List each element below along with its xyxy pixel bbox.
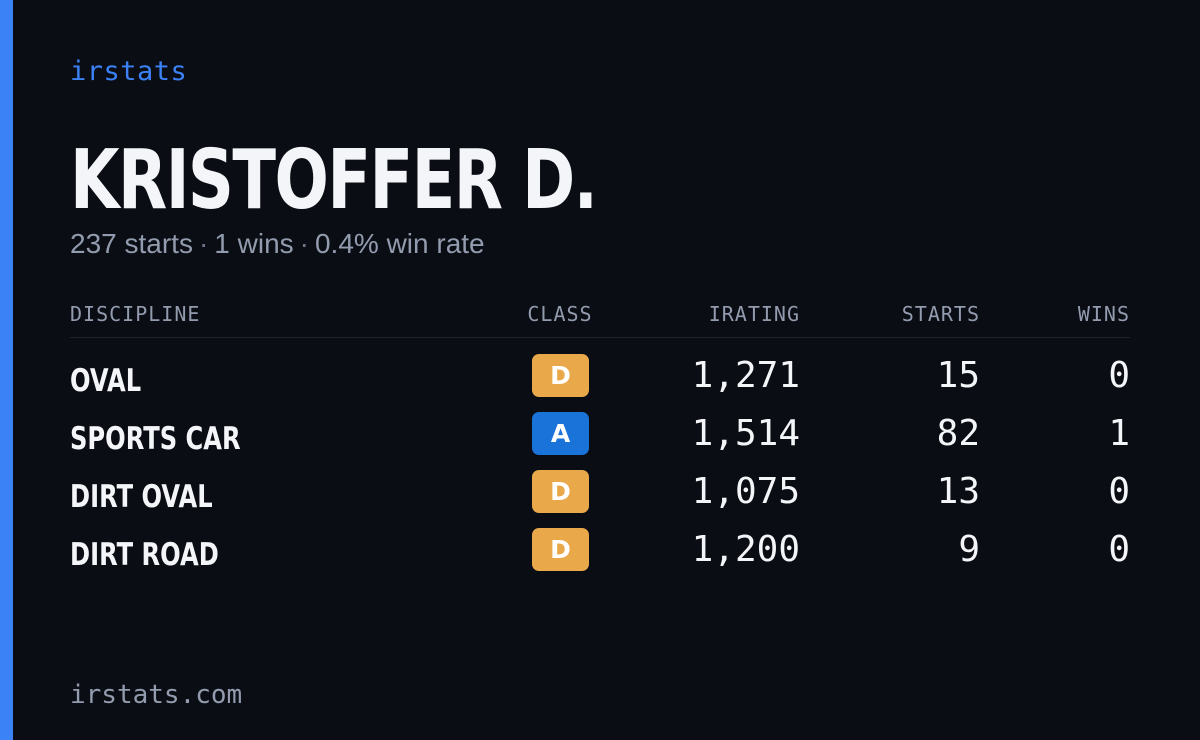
- header-class: CLASS: [527, 302, 593, 326]
- discipline-name: SPORTS CAR: [70, 421, 241, 457]
- wins-value: 0: [1108, 355, 1130, 396]
- summary-separator: ·: [299, 228, 309, 259]
- table-row: OVAL D 1,271 15 0: [70, 348, 1130, 406]
- starts-value: 13: [936, 471, 980, 512]
- starts-value: 82: [936, 413, 980, 454]
- discipline-name: DIRT OVAL: [70, 479, 213, 515]
- discipline-table: OVAL D 1,271 15 0 SPORTS CAR A 1,514 82 …: [70, 348, 1130, 580]
- irating-value: 1,514: [691, 413, 800, 454]
- wins-value: 1: [1108, 413, 1130, 454]
- win-rate-summary: 0.4% win rate: [314, 228, 485, 259]
- brand-logo[interactable]: irstats: [70, 56, 188, 87]
- class-badge: D: [532, 528, 589, 571]
- wins-summary: 1 wins: [214, 228, 294, 259]
- class-badge: D: [532, 470, 589, 513]
- driver-summary: 237 starts · 1 wins · 0.4% win rate: [70, 228, 485, 260]
- irating-value: 1,271: [691, 355, 800, 396]
- wins-value: 0: [1108, 529, 1130, 570]
- discipline-name: DIRT ROAD: [70, 537, 219, 573]
- header-starts: STARTS: [901, 302, 980, 326]
- header-irating: IRATING: [708, 302, 800, 326]
- table-header: DISCIPLINE CLASS IRATING STARTS WINS: [70, 300, 1130, 338]
- starts-value: 15: [936, 355, 980, 396]
- class-badge: A: [532, 412, 589, 455]
- table-row: SPORTS CAR A 1,514 82 1: [70, 406, 1130, 464]
- irating-value: 1,200: [691, 529, 800, 570]
- header-discipline: DISCIPLINE: [70, 302, 201, 326]
- class-badge: D: [532, 354, 589, 397]
- starts-summary: 237 starts: [70, 228, 193, 259]
- accent-bar: [0, 0, 13, 740]
- driver-name: KRISTOFFER D.: [70, 133, 598, 228]
- table-row: DIRT OVAL D 1,075 13 0: [70, 464, 1130, 522]
- discipline-name: OVAL: [70, 363, 142, 399]
- footer-url[interactable]: irstats.com: [70, 680, 243, 710]
- starts-value: 9: [958, 529, 980, 570]
- summary-separator: ·: [198, 228, 209, 259]
- irating-value: 1,075: [691, 471, 800, 512]
- table-row: DIRT ROAD D 1,200 9 0: [70, 522, 1130, 580]
- header-wins: WINS: [1077, 302, 1130, 326]
- wins-value: 0: [1108, 471, 1130, 512]
